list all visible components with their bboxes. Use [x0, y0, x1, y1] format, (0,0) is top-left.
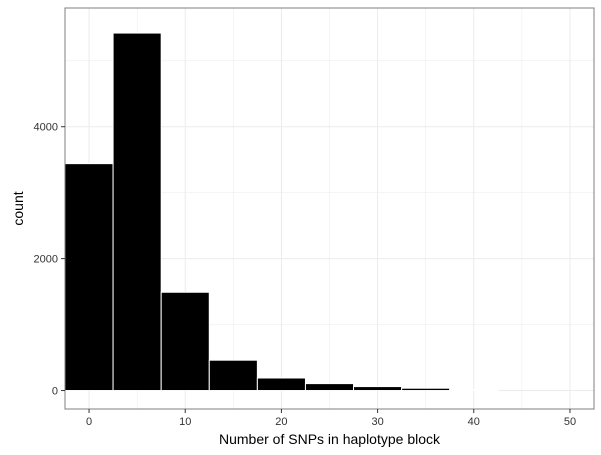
x-tick-label: 50	[564, 416, 576, 428]
histogram-bar	[64, 163, 114, 392]
ticks-layer: 0 10 20 30 40 50 0 2000 4000	[34, 122, 577, 428]
x-axis-title: Number of SNPs in haplotype block	[219, 431, 441, 447]
y-axis-title: count	[10, 191, 26, 225]
x-tick-label: 10	[179, 416, 191, 428]
histogram-bar	[256, 377, 306, 392]
x-tick-label: 20	[275, 416, 287, 428]
histogram-bar	[160, 291, 210, 392]
plot-panel-border	[64, 7, 595, 410]
x-tick-label: 0	[86, 416, 92, 428]
x-tick-label: 30	[371, 416, 383, 428]
bars-layer	[64, 32, 499, 392]
y-tick-label: 0	[52, 386, 58, 398]
histogram-bar	[401, 387, 451, 392]
histogram-bar	[208, 359, 258, 392]
histogram-bar	[353, 386, 403, 392]
histogram-bar	[304, 383, 355, 392]
x-tick-label: 40	[468, 416, 480, 428]
y-tick-label: 2000	[34, 254, 58, 266]
histogram-bar	[449, 389, 499, 392]
histogram-bar	[112, 32, 162, 392]
y-tick-label: 4000	[34, 122, 58, 134]
